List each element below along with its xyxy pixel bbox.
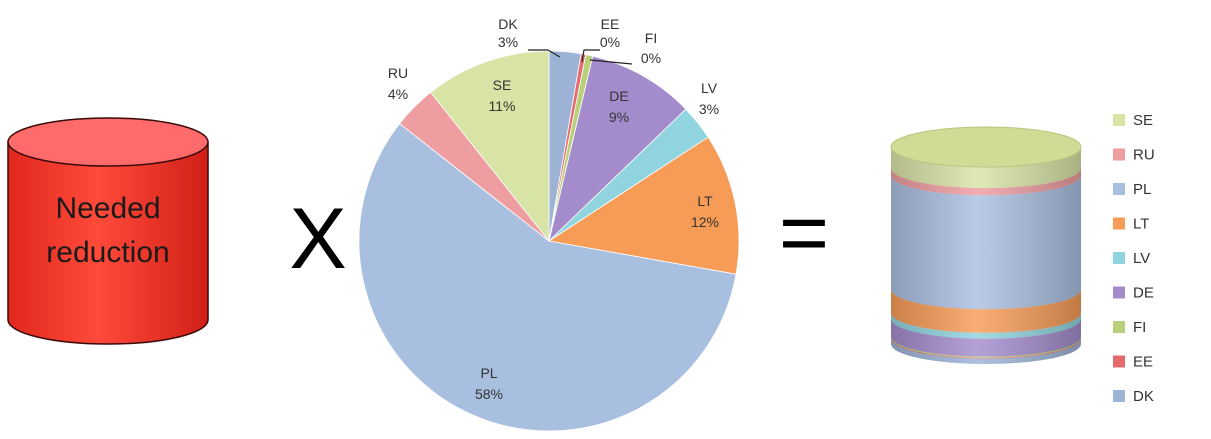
label-se-pct: 11% bbox=[489, 98, 516, 114]
legend-swatch-se bbox=[1113, 114, 1125, 126]
pie-labels: DK 3% EE 0% FI 0% DE 9% LV 3% LT 12% PL … bbox=[388, 16, 719, 402]
label-fi-name: FI bbox=[645, 30, 657, 46]
pie-slice-pl bbox=[358, 123, 737, 432]
label-se-name: SE bbox=[493, 77, 512, 93]
leader-line-ee bbox=[581, 49, 600, 63]
legend-label-dk: DK bbox=[1133, 388, 1154, 405]
pie-slice-de bbox=[548, 55, 687, 243]
legend-swatch-lt bbox=[1113, 217, 1125, 230]
leader-line-fi bbox=[589, 59, 633, 65]
leader-line-dk bbox=[528, 49, 561, 58]
cylinder-label-line1: Needed bbox=[55, 192, 160, 225]
label-pl-pct: 58% bbox=[475, 386, 503, 402]
label-ru-name: RU bbox=[388, 65, 408, 81]
label-fi-pct: 0% bbox=[641, 50, 661, 66]
legend-swatch-ee bbox=[1113, 355, 1125, 368]
label-lt-pct: 12% bbox=[691, 214, 719, 230]
needed-reduction-cylinder: Needed reduction bbox=[7, 117, 209, 345]
cylinder-label-line2: reduction bbox=[46, 236, 169, 269]
label-lv-name: LV bbox=[701, 80, 718, 96]
legend-swatch-lv bbox=[1113, 252, 1125, 264]
label-lt-name: LT bbox=[697, 193, 713, 209]
legend-swatch-de bbox=[1113, 286, 1125, 299]
legend-swatch-pl bbox=[1113, 183, 1125, 195]
legend-label-lv: LV bbox=[1133, 250, 1150, 267]
legend: SE RU PL LT LV DE FI EE DK bbox=[1113, 112, 1155, 405]
label-lv-pct: 3% bbox=[699, 101, 719, 117]
label-ee-pct: 0% bbox=[600, 34, 620, 50]
legend-swatch-dk bbox=[1113, 390, 1125, 402]
cylinder-top-cap bbox=[890, 126, 1082, 168]
pie-slice-se bbox=[430, 50, 550, 243]
label-de-name: DE bbox=[609, 88, 628, 104]
legend-label-ru: RU bbox=[1133, 147, 1155, 164]
legend-label-se: SE bbox=[1133, 112, 1153, 129]
equals-symbol: = bbox=[779, 185, 829, 281]
cylinder-shading bbox=[891, 147, 1081, 364]
stacked-cylinder bbox=[890, 126, 1082, 364]
label-ru-pct: 4% bbox=[388, 86, 408, 102]
label-dk-name: DK bbox=[498, 16, 518, 32]
leader-lines bbox=[528, 49, 633, 65]
label-de-pct: 9% bbox=[609, 109, 629, 125]
pie-chart bbox=[358, 50, 740, 432]
multiply-symbol: X bbox=[289, 191, 346, 287]
label-pl-name: PL bbox=[480, 365, 497, 381]
legend-label-fi: FI bbox=[1133, 319, 1146, 336]
legend-swatch-fi bbox=[1113, 321, 1125, 333]
label-ee-name: EE bbox=[601, 16, 620, 32]
legend-label-de: DE bbox=[1133, 285, 1154, 302]
legend-label-pl: PL bbox=[1133, 181, 1151, 198]
pie-slice-lt bbox=[547, 136, 740, 275]
legend-swatch-ru bbox=[1113, 148, 1125, 161]
legend-label-ee: EE bbox=[1133, 354, 1153, 371]
label-dk-pct: 3% bbox=[498, 34, 518, 50]
legend-label-lt: LT bbox=[1133, 216, 1149, 233]
